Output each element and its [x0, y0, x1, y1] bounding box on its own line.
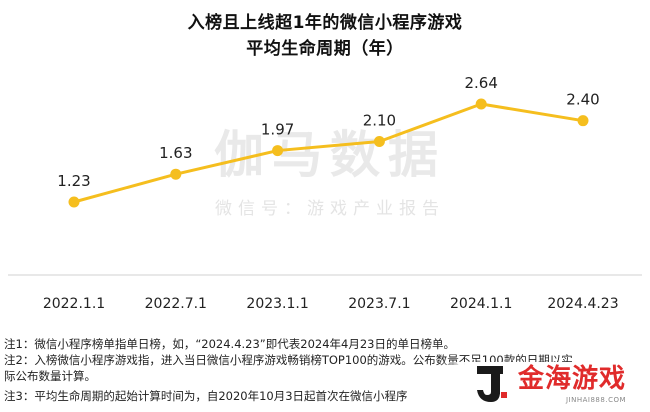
- x-tick-label-1: 2022.1.1: [43, 296, 105, 312]
- data-point-5: [475, 98, 487, 110]
- data-labels-group: 1.23 1.63 1.97 2.10 2.64 2.40: [57, 74, 599, 190]
- data-point-6: [577, 115, 589, 127]
- note-1: 注1：微信小程序榜单指单日榜，如，“2024.4.23”即代表2024年4月23…: [4, 337, 455, 351]
- series-line-group: [73, 102, 584, 204]
- x-tick-label-4: 2023.7.1: [348, 296, 410, 312]
- x-tick-label-6: 2024.4.23: [547, 296, 618, 312]
- data-label-3: 1.97: [261, 121, 294, 139]
- line-chart: 伽马数据 微信号：游戏产业报告 1.23 1.63 1.97 2.10 2.64 2.40…: [8, 74, 642, 312]
- watermark-small-text: 微信号：游戏产业报告: [215, 199, 445, 219]
- data-points-group: [68, 98, 589, 208]
- data-label-6: 2.40: [566, 91, 599, 109]
- chart-title-line2: 平均生命周期（年）: [246, 39, 404, 59]
- note-2-continued: 际公布数量计算。: [4, 369, 96, 383]
- data-label-4: 2.10: [363, 112, 396, 130]
- corner-logo-text: 金海游戏: [518, 364, 627, 394]
- data-label-5: 2.64: [464, 74, 497, 92]
- watermark-big-text: 伽马数据: [214, 126, 446, 184]
- data-point-1: [68, 196, 80, 208]
- data-point-2: [170, 168, 182, 180]
- note-3: 注3：平均生命周期的起始计算时间为，自2020年10月3日起首次在微信小程序: [4, 389, 408, 403]
- x-tick-labels-group: 2022.1.1 2022.7.1 2023.1.1 2023.7.1 2024.1.1…: [43, 296, 619, 312]
- watermark: 伽马数据 微信号：游戏产业报告: [214, 126, 446, 219]
- corner-logo-subtext: JINHAI888.COM: [566, 396, 627, 404]
- note-2: 注2：入榜微信小程序游戏指，进入当日微信小程序游戏畅销榜TOP100的游戏。公布…: [4, 353, 573, 367]
- chart-title-line1: 入榜且上线超1年的微信小程序游戏: [187, 13, 463, 33]
- corner-logo-icon: [477, 366, 507, 402]
- x-tick-label-2: 2022.7.1: [145, 296, 207, 312]
- x-tick-label-3: 2023.1.1: [246, 296, 308, 312]
- data-point-4: [373, 136, 385, 148]
- x-tick-label-5: 2024.1.1: [450, 296, 512, 312]
- data-label-1: 1.23: [57, 172, 90, 190]
- data-label-2: 1.63: [159, 144, 192, 162]
- data-point-3: [272, 145, 284, 157]
- corner-logo-backdrop: [440, 362, 650, 412]
- series-line: [73, 102, 584, 204]
